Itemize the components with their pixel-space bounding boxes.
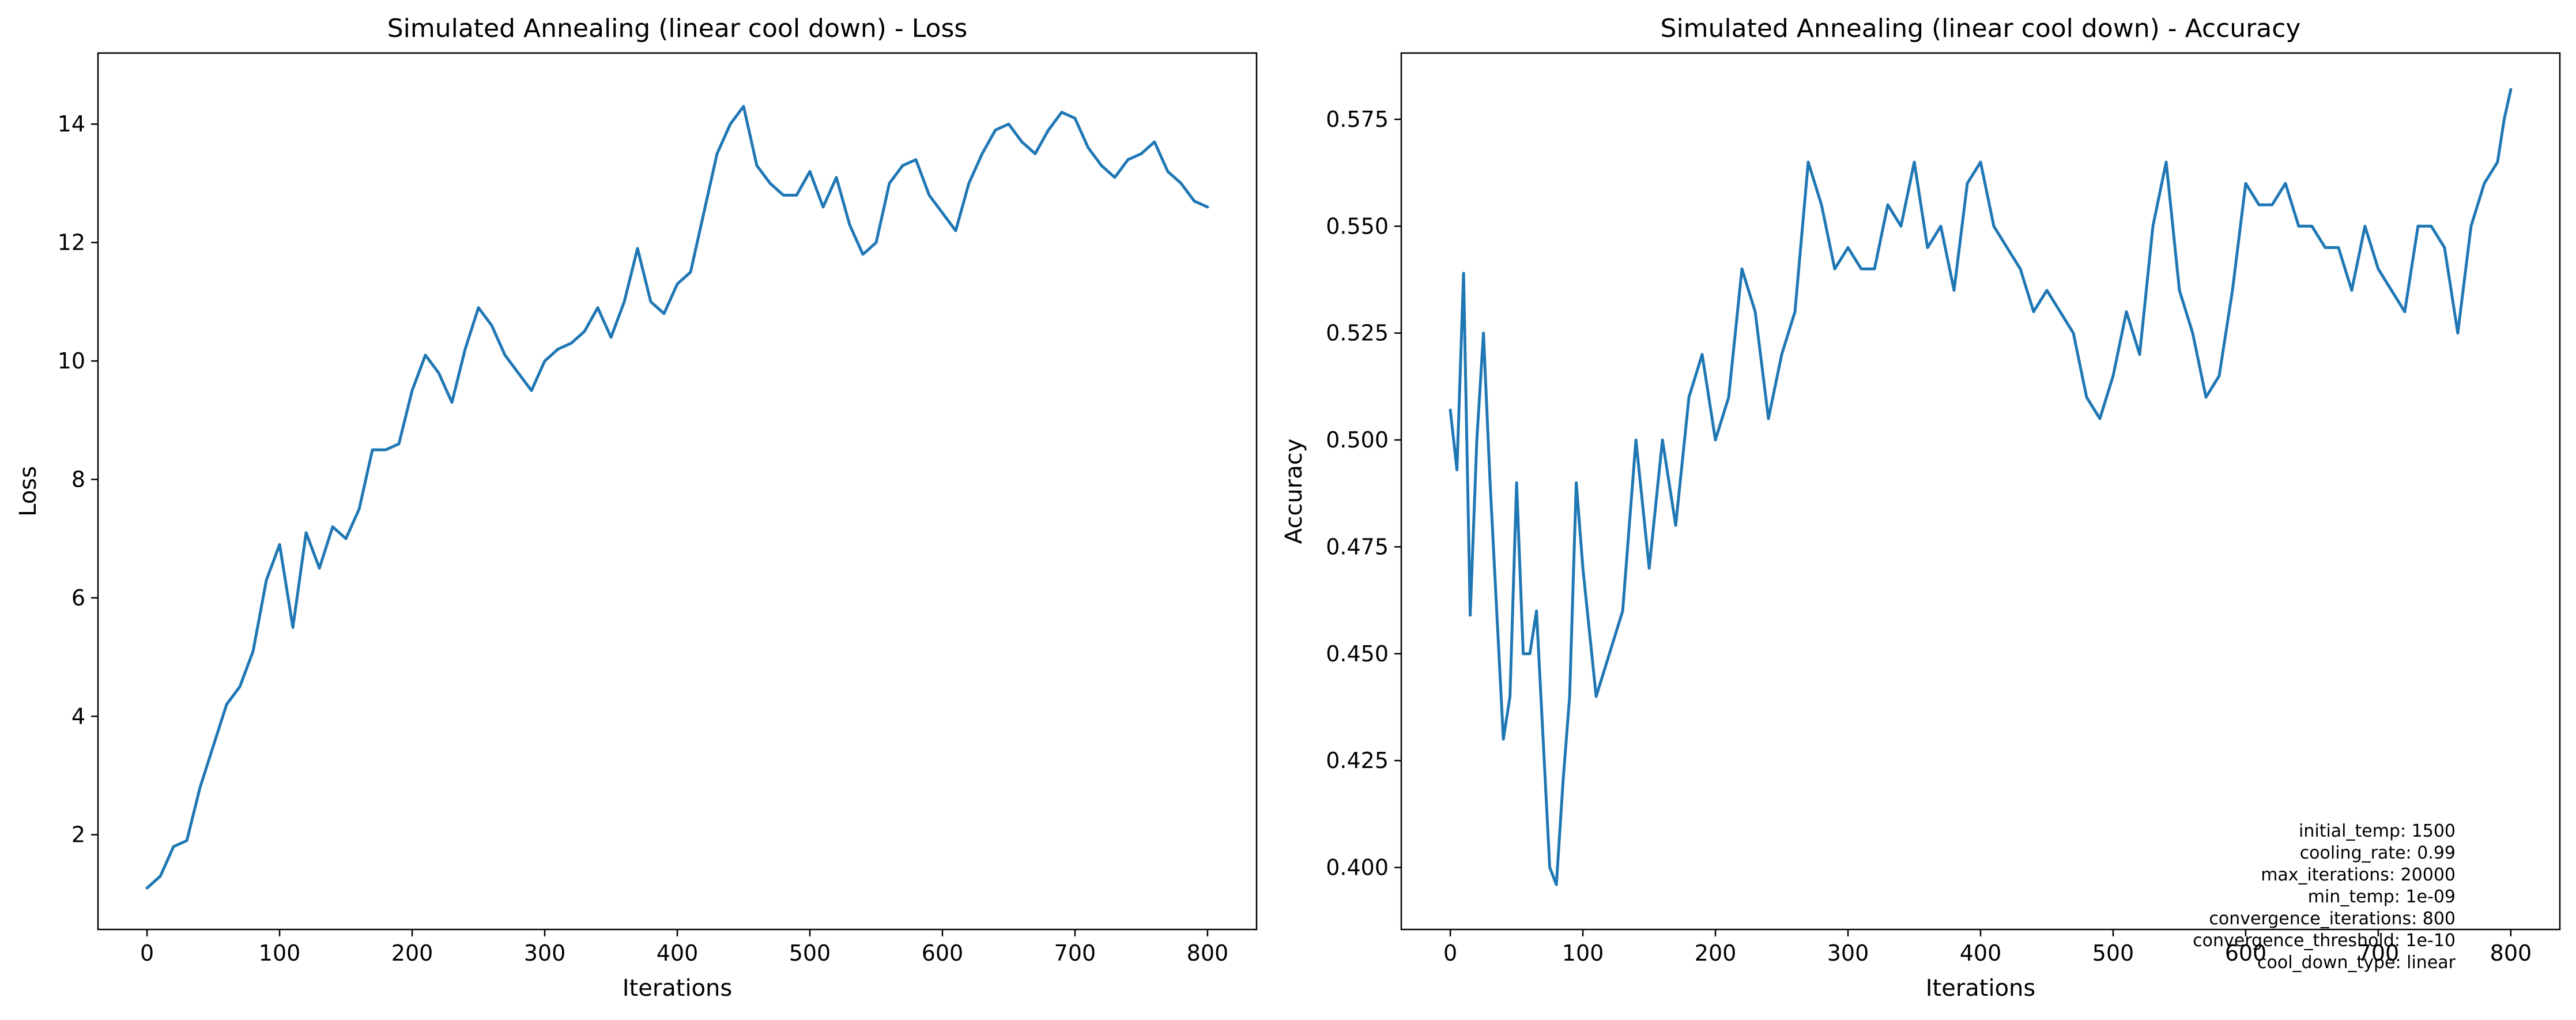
loss-y-tick-label: 10	[58, 348, 85, 374]
accuracy-x-tick-label: 600	[2225, 940, 2267, 966]
accuracy-y-tick-label: 0.500	[1326, 427, 1389, 453]
loss-x-tick-label: 800	[1187, 940, 1229, 966]
loss-x-ticks: 0 100 200 300 400 500 600 700 800	[140, 929, 1228, 966]
hyperparameter-annotation: initial_temp: 1500 cooling_rate: 0.99 ma…	[2193, 821, 2456, 973]
accuracy-chart-title: Simulated Annealing (linear cool down) -…	[1661, 14, 2301, 43]
accuracy-x-tick-label: 800	[2490, 940, 2532, 966]
accuracy-y-ticks: 0.400 0.425 0.450 0.475 0.500 0.525 0.550 0.575	[1326, 107, 1401, 880]
loss-x-tick-label: 700	[1054, 940, 1096, 966]
loss-chart: Simulated Annealing (linear cool down) -…	[15, 14, 1258, 1002]
loss-series-line	[145, 104, 1209, 890]
accuracy-x-tick-label: 0	[1443, 940, 1457, 966]
accuracy-x-axis-label: Iterations	[1926, 975, 2036, 1002]
loss-x-tick-label: 0	[140, 940, 154, 966]
accuracy-y-tick-label: 0.400	[1326, 855, 1389, 880]
annotation-line: convergence_iterations: 800	[2209, 909, 2456, 929]
annotation-line: cool_down_type: linear	[2257, 953, 2456, 973]
annotation-line: initial_temp: 1500	[2299, 821, 2456, 841]
loss-chart-title: Simulated Annealing (linear cool down) -…	[387, 14, 968, 43]
accuracy-y-tick-label: 0.550	[1326, 213, 1389, 239]
loss-y-ticks: 2 4 6 8 10 12 14	[58, 111, 98, 848]
annotation-line: cooling_rate: 0.99	[2300, 843, 2456, 863]
loss-plot-frame	[97, 52, 1258, 931]
loss-y-tick-label: 14	[58, 111, 85, 137]
annotation-line: max_iterations: 20000	[2261, 865, 2456, 885]
accuracy-x-tick-label: 100	[1562, 940, 1604, 966]
accuracy-x-tick-label: 500	[2092, 940, 2134, 966]
accuracy-x-tick-label: 700	[2358, 940, 2400, 966]
loss-y-tick-label: 6	[71, 585, 85, 611]
accuracy-y-tick-label: 0.425	[1326, 748, 1389, 773]
accuracy-x-tick-label: 300	[1827, 940, 1869, 966]
accuracy-chart: Simulated Annealing (linear cool down) -…	[1281, 14, 2561, 1002]
loss-x-tick-label: 400	[657, 940, 699, 966]
loss-x-tick-label: 300	[524, 940, 566, 966]
loss-x-axis-label: Iterations	[623, 975, 733, 1002]
accuracy-x-ticks: 0 100 200 300 400 500 600 700 800	[1443, 929, 2532, 966]
accuracy-series-line	[1449, 88, 2513, 886]
annotation-line: min_temp: 1e-09	[2308, 887, 2456, 907]
loss-x-tick-label: 100	[259, 940, 301, 966]
loss-y-axis-label: Loss	[15, 466, 42, 517]
loss-y-tick-label: 12	[58, 230, 85, 255]
loss-x-tick-label: 200	[391, 940, 433, 966]
loss-y-tick-label: 8	[71, 466, 85, 492]
loss-x-tick-label: 500	[789, 940, 831, 966]
accuracy-y-tick-label: 0.575	[1326, 107, 1389, 132]
annotation-line: convergence_threshold: 1e-10	[2193, 931, 2456, 951]
accuracy-y-tick-label: 0.525	[1326, 321, 1389, 346]
accuracy-y-axis-label: Accuracy	[1281, 439, 1307, 544]
loss-x-tick-label: 600	[922, 940, 964, 966]
accuracy-x-tick-label: 200	[1695, 940, 1737, 966]
accuracy-y-tick-label: 0.450	[1326, 641, 1389, 667]
accuracy-x-tick-label: 400	[1960, 940, 2002, 966]
loss-y-tick-label: 4	[71, 703, 85, 729]
loss-y-tick-label: 2	[71, 822, 85, 848]
accuracy-y-tick-label: 0.475	[1326, 534, 1389, 559]
